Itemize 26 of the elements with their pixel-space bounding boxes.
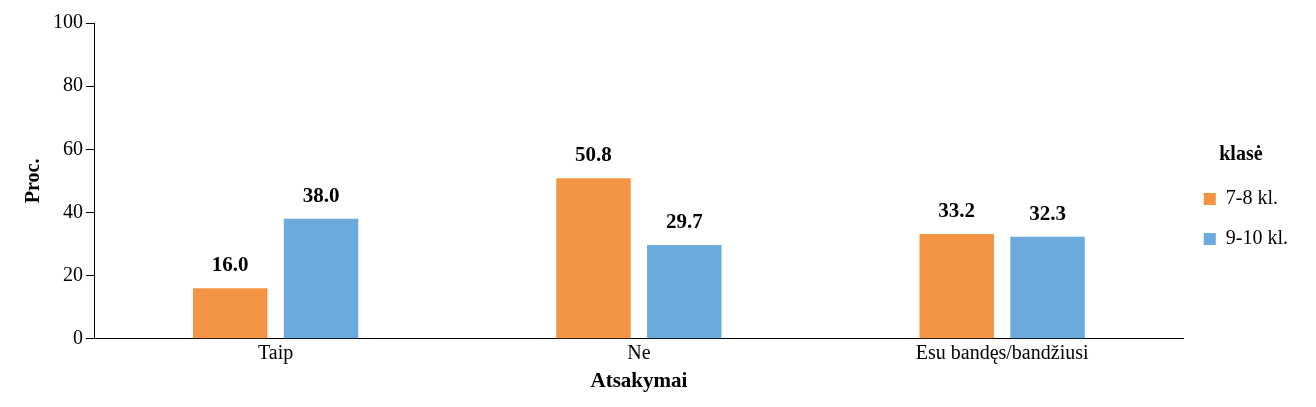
bar xyxy=(556,178,631,339)
data-label: 16.0 xyxy=(211,252,249,277)
x-axis-title: Atsakymai xyxy=(590,367,688,392)
data-label: 50.8 xyxy=(575,142,612,167)
bar xyxy=(283,218,359,339)
y-tick-label: 40 xyxy=(63,199,83,222)
data-label: 32.3 xyxy=(1029,200,1066,225)
x-tick-label: Esu bandęs/bandžiusi xyxy=(915,341,1089,365)
bar xyxy=(192,288,268,339)
data-label: 38.0 xyxy=(302,182,340,207)
data-label: 33.2 xyxy=(938,197,976,222)
x-tick-label: Taip xyxy=(258,341,294,365)
bar xyxy=(1010,236,1085,339)
y-axis-title: Proc. xyxy=(21,158,44,204)
data-label: 29.7 xyxy=(665,208,703,233)
legend-title: klasė xyxy=(1219,142,1263,165)
legend-label: 7-8 kl. xyxy=(1225,186,1278,209)
bar xyxy=(647,245,722,339)
bar xyxy=(919,233,994,339)
y-tick-label: 80 xyxy=(63,73,83,96)
y-tick-label: 100 xyxy=(53,10,83,33)
y-tick-label: 20 xyxy=(63,262,83,285)
y-tick-label: 60 xyxy=(63,136,83,159)
x-tick-label: Ne xyxy=(627,341,651,364)
legend-label: 9-10 kl. xyxy=(1225,226,1288,249)
y-tick-label: 0 xyxy=(73,326,83,349)
